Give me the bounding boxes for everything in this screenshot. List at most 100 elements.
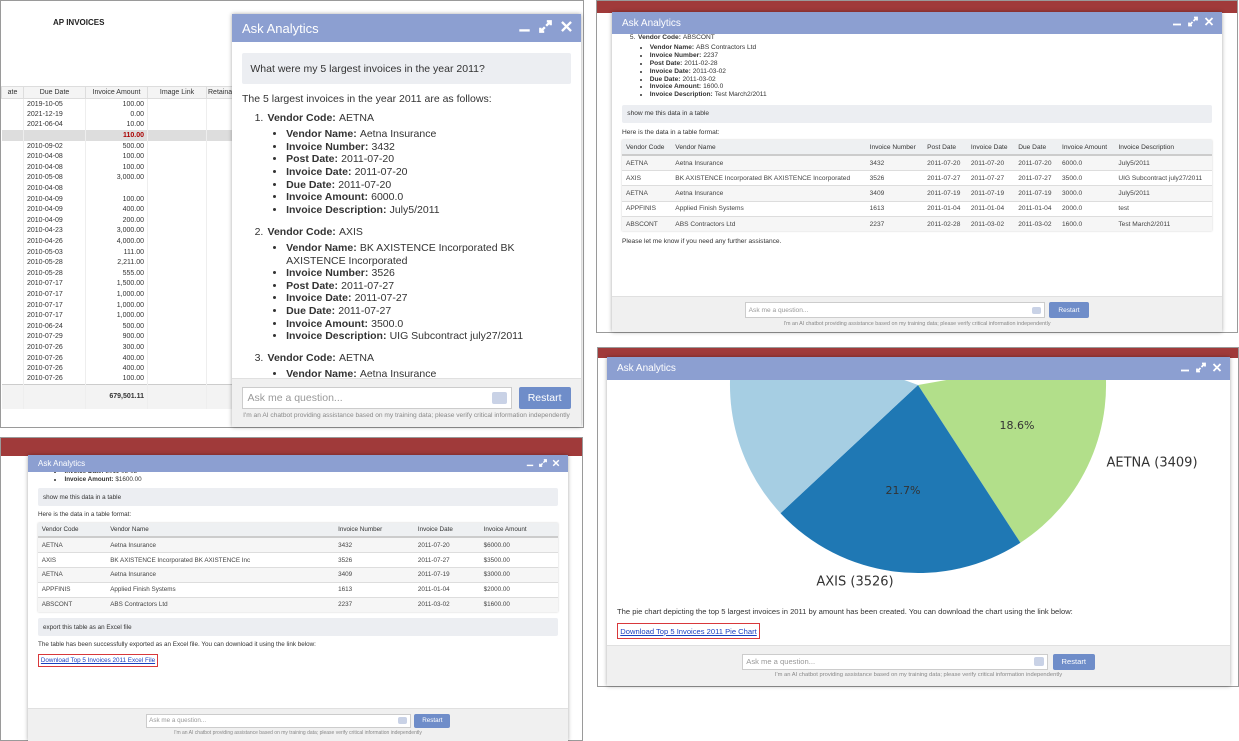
icon-shape [1188, 16, 1198, 27]
window-icon[interactable] [1172, 17, 1182, 27]
column-header: Retaina [206, 86, 234, 99]
field-value: Test March2/2011 [714, 91, 767, 99]
icon-shape [561, 21, 572, 32]
input-placeholder: Ask me a question... [748, 306, 809, 314]
pie-chart: 18.6% 21.7% AETNA (3409) AXIS (3526) [729, 380, 1198, 590]
field-value: 6000.0 [371, 191, 404, 204]
cell [147, 151, 207, 163]
due-date: 2010-05-28 [23, 268, 86, 279]
field-value: AETNA [338, 112, 374, 124]
cell [206, 257, 234, 268]
field-label: Vendor Code: [267, 112, 336, 124]
field-label: Invoice Amount: [286, 191, 368, 204]
download-link[interactable]: Download Top 5 Invoices 2011 Excel File [40, 657, 156, 665]
cell: 3526 [865, 170, 924, 186]
question-input[interactable]: Ask me a question... [742, 653, 1049, 670]
restart-button[interactable]: Restart [518, 386, 571, 409]
cell [206, 373, 234, 385]
download-link[interactable]: Download Top 5 Invoices 2011 Pie Chart [620, 626, 757, 636]
chat-input-area: Ask me a question... Restart I'm an AI cha… [607, 645, 1230, 686]
table-row: ABSCONT ABS Contractors Ltd 2237 2011-03-02… [38, 596, 558, 612]
item-number: 1. [254, 112, 264, 124]
restart-button[interactable]: Restart [1048, 302, 1089, 319]
bot-message: The table has been successfully exported… [38, 641, 558, 668]
cell [206, 193, 234, 205]
window-icon[interactable] [539, 458, 548, 467]
field-value: AXIS [338, 225, 363, 238]
window-icon[interactable] [1204, 17, 1214, 27]
cell: AXIS [38, 552, 107, 568]
cell: 1613 [334, 581, 415, 598]
column-header: Due Date [23, 86, 86, 99]
due-date: 2010-04-26 [23, 236, 86, 247]
chat-title: Ask Analytics [38, 459, 86, 468]
chat-input-area: Ask me a question... Restart I'm an AI cha… [612, 296, 1222, 332]
column-header: Post Date [923, 140, 967, 156]
invoice-amount: 3,000.00 [85, 172, 148, 184]
field-value: 2011-03-02 [106, 472, 138, 475]
invoice-amount [85, 183, 148, 194]
field-value: July5/2011 [389, 203, 440, 216]
cell [147, 299, 207, 311]
invoice-amount: 1,500.00 [85, 278, 148, 290]
field-list: Vendor Name:Aetna InsuranceInvoice Numbe… [242, 368, 571, 378]
restart-button[interactable]: Restart [414, 713, 451, 728]
send-button[interactable] [1033, 657, 1045, 666]
question-input[interactable]: Ask me a question... [745, 302, 1046, 319]
cell [206, 331, 234, 343]
field-label: Vendor Name: [286, 241, 357, 254]
table-row: 2010-05-08 3,000.00 [1, 172, 234, 184]
chat-title: Ask Analytics [242, 20, 319, 36]
cell [147, 320, 207, 332]
cell: AETNA [38, 536, 107, 553]
cell [1, 268, 24, 279]
cell: test [1114, 200, 1212, 217]
field: Invoice Amount:3500.0 [286, 318, 571, 331]
field-label: Vendor Code: [267, 352, 336, 365]
cell: 2237 [334, 596, 415, 612]
restart-button[interactable]: Restart [1052, 653, 1095, 670]
cell: 2237 [865, 215, 924, 232]
window-icon[interactable] [1180, 362, 1190, 372]
cell [206, 151, 234, 163]
window-icon[interactable] [1212, 362, 1222, 372]
question-input[interactable]: Ask me a question... [145, 713, 411, 728]
column-header: Invoice Date [966, 140, 1015, 156]
table-row: 679,501.11 [1, 384, 234, 409]
window-icon[interactable] [1196, 362, 1206, 372]
field-list: Vendor Name:BK AXISTENCE Incorporated BK… [242, 242, 571, 343]
window-icon[interactable] [1188, 16, 1198, 27]
table-row: APPFINIS Applied Finish Systems 1613 2011-0… [38, 581, 558, 598]
cell [147, 384, 207, 409]
cell [1, 373, 24, 385]
window-icon[interactable] [518, 20, 531, 33]
cell [206, 289, 234, 300]
question-input[interactable]: Ask me a question... [242, 386, 513, 409]
cell [147, 310, 207, 321]
table-row: AETNA Aetna Insurance 3409 2011-07-19 $3000.… [38, 566, 558, 583]
window-icon[interactable] [539, 20, 553, 33]
field-label: Post Date: [286, 153, 339, 166]
cell: 2011-03-02 [1014, 215, 1059, 232]
due-date: 2010-04-09 [23, 204, 86, 216]
column-header: Invoice Number [865, 140, 924, 156]
cell: UIG Subcontract july27/2011 [1114, 170, 1212, 186]
window-icon[interactable] [552, 459, 560, 467]
cell: 2011-07-20 [966, 154, 1015, 171]
item-heading: 1. Vendor Code: AETNA [255, 112, 571, 124]
window-icon[interactable] [526, 459, 534, 467]
window-icon[interactable] [560, 20, 573, 33]
field: Due Date:2011-07-20 [286, 179, 571, 192]
send-button[interactable] [1032, 306, 1042, 314]
send-button[interactable] [398, 717, 408, 725]
cell [147, 363, 207, 374]
field-value: $1600.00 [115, 475, 142, 483]
cell: $2000.00 [479, 581, 558, 598]
input-row: Ask me a question... Restart [145, 713, 451, 728]
field: Due Date:2011-07-27 [286, 305, 571, 318]
bot-text: Please let me know if you need any furth… [622, 237, 782, 245]
send-button[interactable] [492, 392, 508, 404]
cell [206, 215, 234, 226]
cell [206, 363, 234, 374]
cell [206, 98, 234, 110]
